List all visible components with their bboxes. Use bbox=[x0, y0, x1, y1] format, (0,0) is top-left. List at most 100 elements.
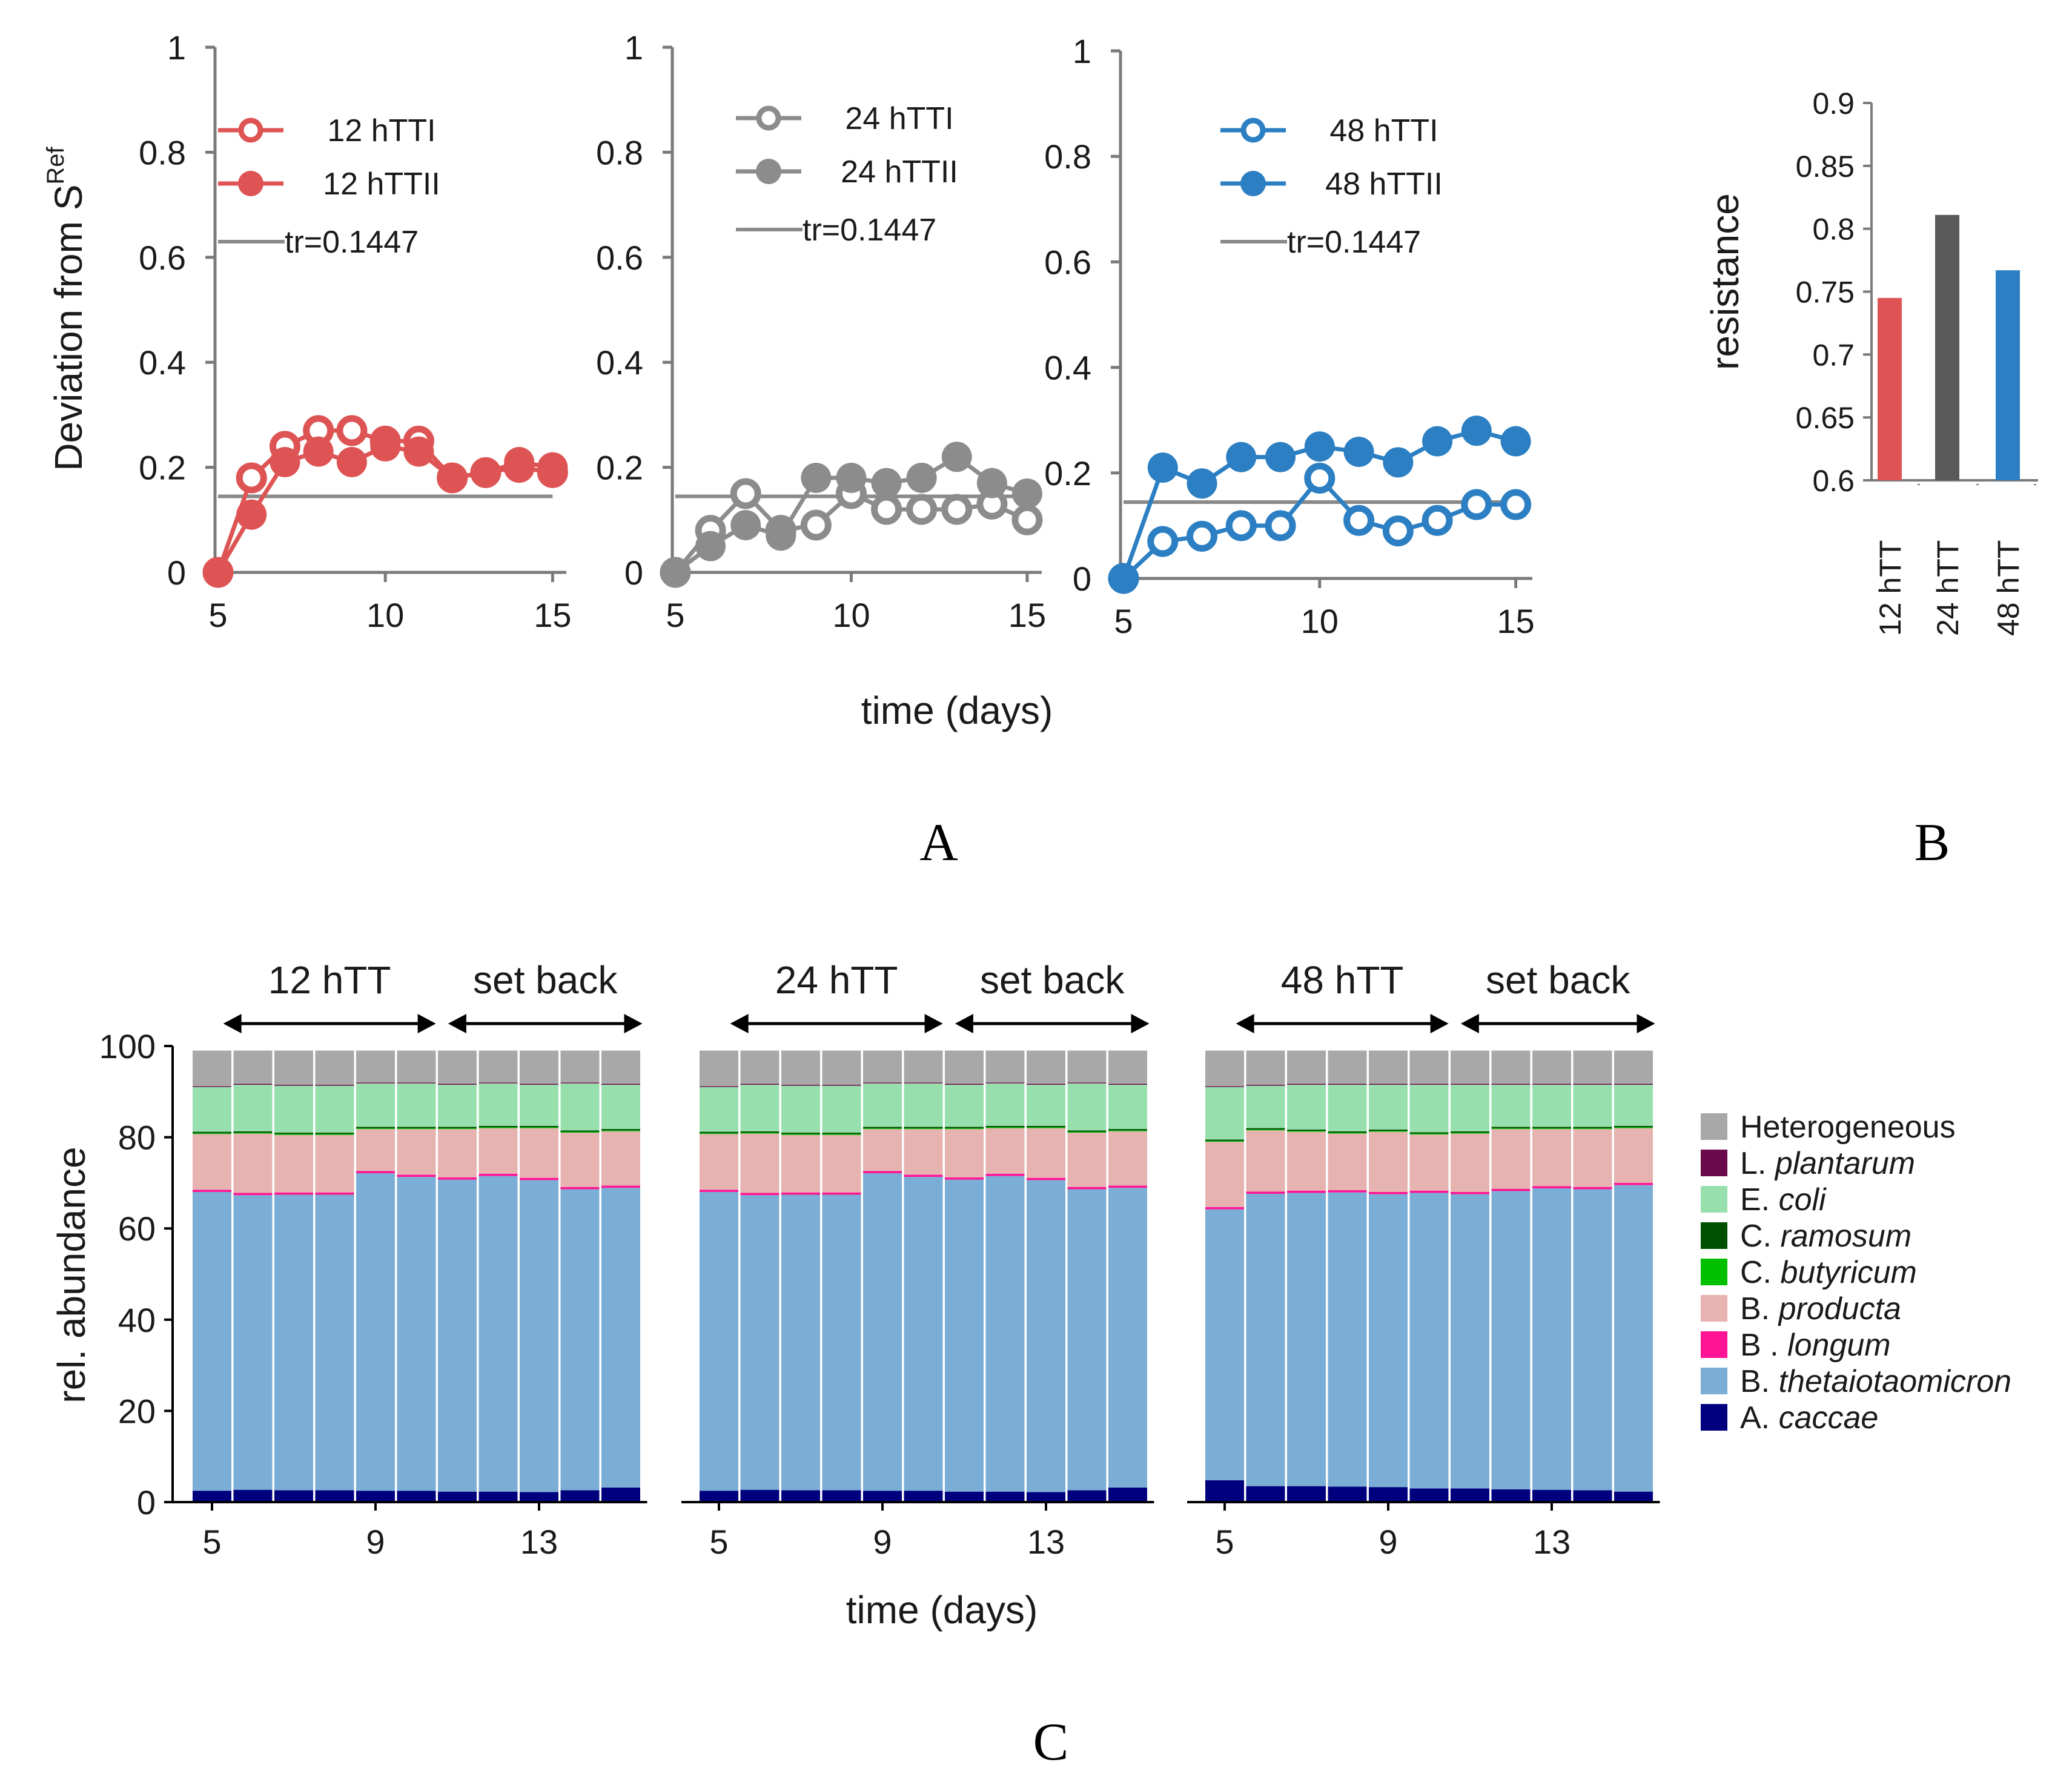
bar-segment-b-thetaiotaomicron bbox=[601, 1188, 640, 1488]
data-point-open bbox=[1304, 463, 1336, 494]
bar-segment-b-thetaiotaomicron bbox=[1027, 1180, 1065, 1492]
bar-segment-b-producta bbox=[1614, 1128, 1653, 1183]
series-line-12-hTTII bbox=[216, 444, 553, 574]
bar-segment-b-producta bbox=[601, 1131, 640, 1186]
bar-segment-e-coli bbox=[1573, 1085, 1612, 1127]
data-point-filled bbox=[1343, 436, 1374, 467]
x-tick-label: 24 hTT bbox=[1931, 540, 1965, 636]
bar-segment-l-plantarum bbox=[904, 1082, 943, 1084]
bar-segment-b-thetaiotaomicron bbox=[700, 1191, 738, 1491]
bar-segment-a-caccae bbox=[315, 1490, 354, 1502]
bar-segment-b-longum bbox=[1328, 1190, 1367, 1193]
legend-epithet: caccae bbox=[1770, 1400, 1878, 1435]
bar-segment-c-butyricum bbox=[1205, 1141, 1244, 1142]
bar-segment-a-caccae bbox=[1573, 1490, 1612, 1502]
bar-segment-c-ramosum bbox=[700, 1131, 738, 1133]
bar-segment-b-thetaiotaomicron bbox=[1451, 1194, 1489, 1489]
data-point-open bbox=[730, 478, 761, 509]
bar-segment-e-coli bbox=[1491, 1085, 1531, 1127]
data-point-open bbox=[1382, 515, 1414, 547]
y-tick-label: 0 bbox=[137, 1483, 156, 1521]
bar-segment-c-ramosum bbox=[274, 1133, 313, 1134]
y-tick-label: 0.9 bbox=[1812, 87, 1855, 121]
bar-segment-c-ramosum bbox=[1573, 1127, 1612, 1128]
data-point-filled bbox=[504, 446, 535, 477]
bar-segment-b-producta bbox=[560, 1133, 600, 1187]
bar-segment-c-butyricum bbox=[904, 1128, 943, 1130]
data-point-open bbox=[800, 509, 832, 541]
bar-segment-c-ramosum bbox=[985, 1125, 1025, 1128]
bar-segment-l-plantarum bbox=[356, 1082, 395, 1084]
data-point-filled bbox=[437, 462, 468, 493]
bar-segment-heterogeneous bbox=[1532, 1050, 1571, 1084]
bar-segment-heterogeneous bbox=[233, 1050, 273, 1084]
legend-label: B. thetaiotaomicron bbox=[1740, 1364, 2011, 1399]
x-axis-label: time (days) bbox=[846, 1588, 1038, 1632]
bar-segment-l-plantarum bbox=[233, 1084, 273, 1085]
bar-segment-b-thetaiotaomicron bbox=[1573, 1189, 1612, 1491]
legend-label: 12 hTTII bbox=[323, 167, 440, 202]
bar-segment-b-thetaiotaomicron bbox=[1532, 1188, 1571, 1490]
bar-segment-c-ramosum bbox=[1027, 1125, 1065, 1128]
data-point-filled bbox=[801, 462, 832, 493]
bar-segment-b-thetaiotaomicron bbox=[781, 1194, 820, 1491]
data-point-filled bbox=[1011, 478, 1042, 509]
bar-segment-c-ramosum bbox=[1108, 1129, 1147, 1131]
y-tick-label: 0.4 bbox=[1044, 349, 1091, 387]
bar-segment-b-longum bbox=[1108, 1185, 1147, 1188]
bar-segment-a-caccae bbox=[863, 1491, 902, 1502]
bar-segment-e-coli bbox=[1451, 1085, 1489, 1131]
y-tick-label: 0.75 bbox=[1796, 276, 1855, 310]
legend-genus: Heterogeneous bbox=[1740, 1110, 1956, 1145]
legend-genus: C. bbox=[1740, 1255, 1772, 1290]
arrowhead-left bbox=[448, 1014, 466, 1033]
bar-segment-b-thetaiotaomicron bbox=[478, 1176, 518, 1492]
bar-segment-b-producta bbox=[438, 1129, 477, 1177]
bar-segment-e-coli bbox=[1027, 1085, 1065, 1126]
data-point-open bbox=[871, 494, 902, 525]
bar-segment-a-caccae bbox=[1369, 1487, 1408, 1502]
bar-segment-a-caccae bbox=[1246, 1486, 1285, 1502]
period-label-left: 24 hTT bbox=[775, 958, 898, 1002]
bar-segment-heterogeneous bbox=[863, 1050, 902, 1083]
legend-label: 24 hTTI bbox=[845, 101, 953, 136]
bar-segment-e-coli bbox=[1067, 1083, 1107, 1131]
bar-segment-b-producta bbox=[1067, 1133, 1107, 1187]
bar-segment-c-ramosum bbox=[1491, 1127, 1531, 1128]
legend-epithet: thetaiotaomicron bbox=[1770, 1364, 2011, 1399]
x-tick-label: 15 bbox=[1497, 602, 1534, 640]
bar-segment-a-caccae bbox=[601, 1487, 640, 1502]
bar-segment-b-producta bbox=[1328, 1133, 1367, 1190]
stacked-subplot-1: 5 9 13 12 hTT set back bbox=[173, 958, 647, 1561]
bar-segment-c-ramosum bbox=[1067, 1130, 1107, 1132]
bar-segment-c-ramosum bbox=[863, 1127, 902, 1128]
bar-segment-b-thetaiotaomicron bbox=[904, 1177, 943, 1491]
bar-segment-e-coli bbox=[945, 1085, 984, 1127]
bar-segment-c-butyricum bbox=[945, 1128, 984, 1130]
arrowhead-left bbox=[1460, 1014, 1479, 1033]
bar-segment-e-coli bbox=[478, 1083, 518, 1126]
bar-segment-b-thetaiotaomicron bbox=[863, 1173, 902, 1491]
bar-segment-l-plantarum bbox=[1027, 1084, 1065, 1085]
bar-segment-b-thetaiotaomicron bbox=[822, 1194, 861, 1491]
bar-segment-heterogeneous bbox=[822, 1050, 861, 1085]
arrowhead-left bbox=[223, 1014, 242, 1033]
bar-segment-b-producta bbox=[781, 1134, 820, 1193]
bar-segment-heterogeneous bbox=[1491, 1050, 1531, 1084]
bar-segment-c-ramosum bbox=[904, 1127, 943, 1128]
period-label-right: set back bbox=[980, 958, 1125, 1002]
bar-segment-e-coli bbox=[1369, 1085, 1408, 1130]
bar-segment-l-plantarum bbox=[1067, 1082, 1107, 1084]
y-tick-label: 100 bbox=[99, 1027, 156, 1065]
bar-segment-b-producta bbox=[1491, 1129, 1531, 1189]
bar-segment-a-caccae bbox=[233, 1489, 273, 1502]
bar-segment-e-coli bbox=[1328, 1085, 1367, 1131]
bar-segment-heterogeneous bbox=[904, 1050, 943, 1083]
bar-segment-b-longum bbox=[560, 1187, 600, 1190]
data-point-filled bbox=[660, 557, 690, 588]
legend-swatch bbox=[1701, 1222, 1727, 1249]
x-axis-label: time (days) bbox=[861, 689, 1053, 732]
bar-segment-b-longum bbox=[520, 1177, 558, 1180]
legend-genus: B. bbox=[1740, 1364, 1770, 1399]
